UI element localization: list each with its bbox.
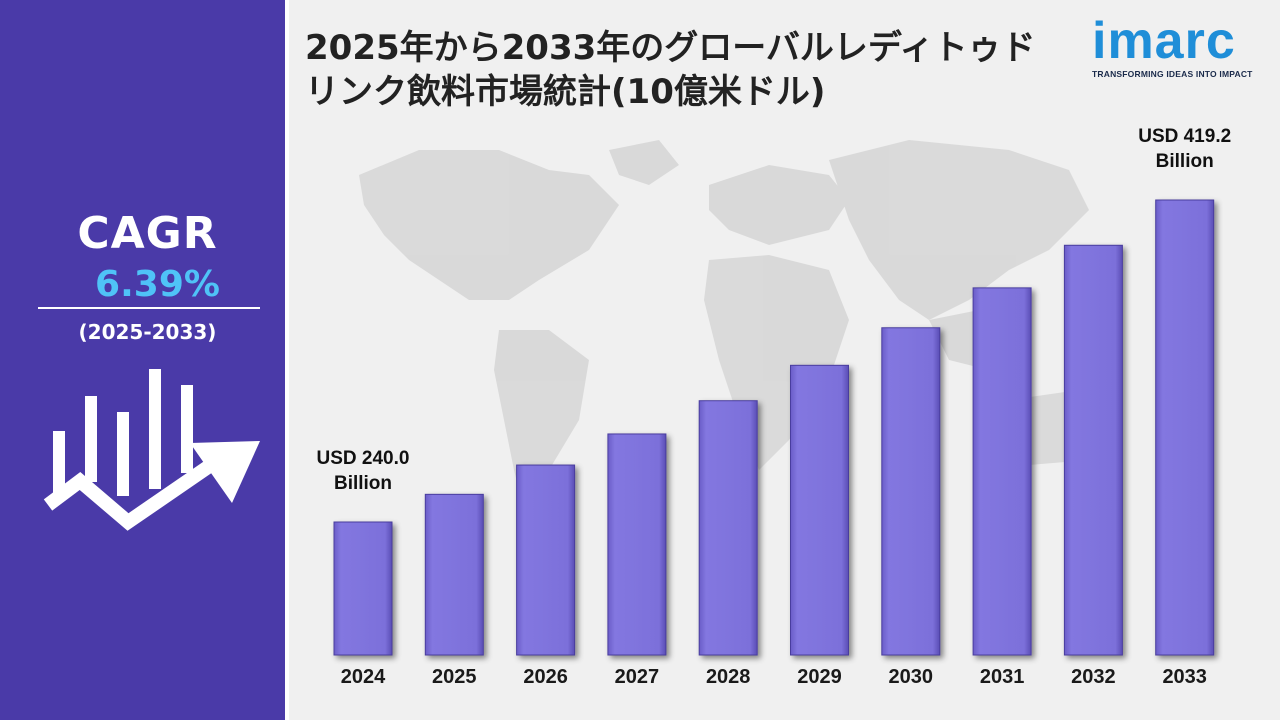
bar-2030	[881, 327, 941, 656]
cagr-period: (2025-2033)	[78, 320, 217, 344]
bar-2032	[1063, 244, 1123, 656]
bar-2024	[333, 521, 393, 656]
imarc-logo: imarc TRANSFORMING IDEAS INTO IMPACT	[1092, 12, 1264, 79]
x-tick-2031: 2031	[980, 666, 1025, 688]
data-label-2024-line-2: Billion	[334, 473, 392, 494]
bar-chart: 2024 2025 2026 2027 2028 2029 2030 2031 2032 2033…	[317, 126, 1232, 688]
x-tick-2026: 2026	[523, 666, 568, 688]
x-tick-2027: 2027	[615, 666, 660, 688]
value-annotations: USD 240.0 Billion USD 419.2 Billion	[317, 126, 1232, 494]
data-label-2033-line-1: USD 419.2	[1138, 126, 1231, 147]
bar-2026	[516, 464, 576, 656]
category-labels: 2024 2025 2026 2027 2028 2029 2030 2031 2032 2033	[341, 666, 1207, 688]
growth-chart-icon	[43, 369, 260, 531]
chart-title: 2025年から2033年のグローバルレディトゥド リンク飲料市場統計(10億米ド…	[305, 26, 1075, 114]
cagr-label: CAGR	[77, 208, 218, 259]
x-tick-2024: 2024	[341, 666, 386, 688]
logo-tagline: TRANSFORMING IDEAS INTO IMPACT	[1092, 69, 1253, 79]
x-tick-2030: 2030	[889, 666, 934, 688]
cagr-value: 6.39%	[95, 264, 220, 305]
data-label-2033-line-2: Billion	[1156, 151, 1214, 172]
cagr-panel: CAGR 6.39% (2025-2033)	[0, 0, 285, 720]
divider-strip	[285, 0, 289, 720]
x-tick-2025: 2025	[432, 666, 477, 688]
bar-2033	[1155, 199, 1215, 656]
bar-2028	[698, 400, 758, 656]
bars	[333, 199, 1215, 656]
bar-2031	[972, 287, 1032, 656]
chart-title-line-2: リンク飲料市場統計(10億米ドル)	[305, 72, 826, 112]
cagr-divider	[38, 307, 260, 309]
bar-2029	[790, 364, 849, 656]
x-tick-2029: 2029	[797, 666, 842, 688]
data-label-2024-line-1: USD 240.0	[317, 448, 410, 469]
bar-2027	[607, 433, 667, 656]
x-tick-2032: 2032	[1071, 666, 1116, 688]
x-tick-2028: 2028	[706, 666, 751, 688]
chart-title-line-1: 2025年から2033年のグローバルレディトゥド	[305, 28, 1036, 68]
bar-2025	[424, 493, 484, 656]
logo-wordmark: imarc	[1092, 12, 1236, 70]
x-tick-2033: 2033	[1162, 666, 1207, 688]
